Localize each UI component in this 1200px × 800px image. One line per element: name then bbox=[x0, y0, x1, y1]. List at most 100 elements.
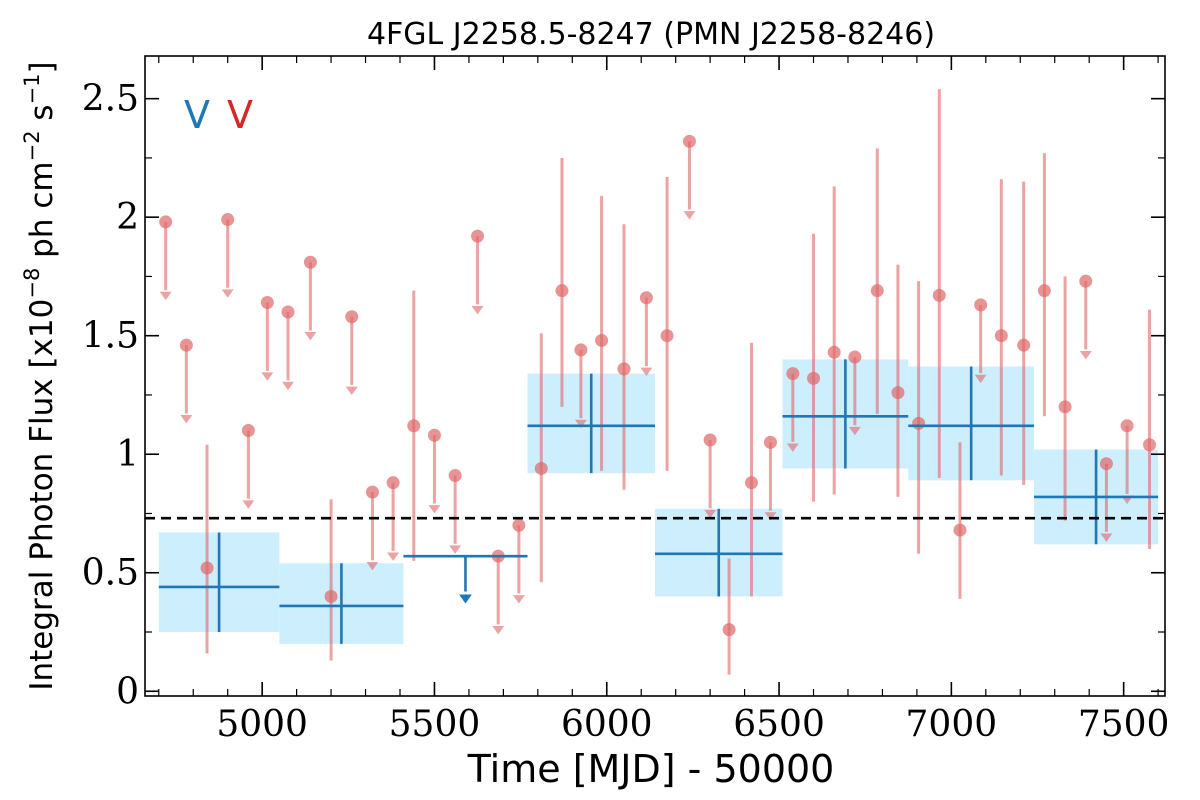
short-bin-limit-arrow bbox=[261, 372, 274, 381]
short-bin-limit-arrow bbox=[786, 443, 799, 452]
short-bin-point bbox=[512, 518, 526, 532]
y-tick-label: 0.5 bbox=[82, 553, 139, 594]
short-bin-point bbox=[617, 362, 631, 376]
short-bin-point bbox=[703, 433, 717, 447]
short-bin-point bbox=[1120, 419, 1134, 433]
short-bin-point bbox=[1017, 338, 1031, 352]
short-bin-limit-arrow bbox=[366, 561, 379, 571]
x-tick-label: 5000 bbox=[216, 704, 308, 745]
short-bin-limit-arrow bbox=[512, 595, 525, 604]
x-axis-label: Time [MJD] - 50000 bbox=[467, 747, 835, 791]
short-bin-limit-arrow bbox=[345, 386, 358, 395]
y-label-part: ph cm bbox=[24, 161, 60, 267]
chart-marks bbox=[145, 89, 1165, 675]
short-bin-limit-arrow bbox=[492, 625, 505, 635]
short-bin-limit-arrow bbox=[304, 332, 317, 341]
short-bin-point bbox=[448, 469, 462, 483]
short-bin-point bbox=[386, 476, 400, 490]
short-bin-limit-arrow bbox=[471, 305, 484, 315]
short-bin-point bbox=[891, 386, 905, 400]
short-bin-point bbox=[660, 329, 674, 343]
short-bin-point bbox=[595, 333, 609, 347]
axis-ticks: 5000 5500 6000 6500 7000 7500 0 0.5 1 1.5 2 2.5 bbox=[82, 56, 1170, 745]
short-bin-point bbox=[827, 345, 841, 359]
short-bin-point bbox=[1037, 284, 1051, 298]
x-tick-label: 7000 bbox=[906, 704, 998, 745]
short-bin-point bbox=[1142, 438, 1156, 452]
short-bin-point bbox=[345, 310, 359, 324]
short-bin-point bbox=[848, 350, 862, 364]
short-bin-point bbox=[932, 288, 946, 302]
short-bin-point bbox=[744, 476, 758, 490]
short-bin-limit-arrow bbox=[683, 211, 696, 220]
short-bin-point bbox=[763, 435, 777, 449]
short-bin-point bbox=[994, 329, 1008, 343]
y-label-exponent: −2 bbox=[20, 130, 44, 161]
y-tick-label: 0 bbox=[116, 671, 139, 712]
short-bin-point bbox=[682, 134, 696, 148]
short-bin-point bbox=[281, 305, 295, 319]
long-bin-limit-arrow bbox=[459, 594, 472, 604]
short-bin-limit-arrow bbox=[159, 291, 172, 301]
short-bin-point bbox=[221, 213, 235, 227]
short-bin-point bbox=[722, 623, 736, 637]
short-bin-point bbox=[786, 367, 800, 381]
short-bin-point bbox=[324, 589, 338, 603]
short-bin-point bbox=[912, 416, 926, 430]
short-bin-limit-arrow bbox=[848, 426, 861, 436]
short-bin-point bbox=[365, 485, 379, 499]
x-tick-label: 6000 bbox=[561, 704, 653, 745]
y-label-exponent: −8 bbox=[20, 268, 44, 299]
y-axis-label: Integral Photon Flux [x10−8 ph cm−2 s−1] bbox=[20, 61, 60, 690]
x-tick-label: 5500 bbox=[389, 704, 481, 745]
short-bin-point bbox=[200, 561, 214, 575]
short-bin-point bbox=[1058, 400, 1072, 414]
short-bin-limit-arrow bbox=[180, 415, 193, 424]
short-bin-point bbox=[639, 291, 653, 305]
short-bin-point bbox=[574, 343, 588, 357]
short-bin-limit-arrow bbox=[764, 512, 777, 521]
short-bin-point bbox=[303, 255, 317, 269]
short-bin-point bbox=[534, 461, 548, 475]
short-bin-limit-arrow bbox=[428, 505, 441, 514]
y-tick-label: 2.5 bbox=[82, 79, 139, 120]
short-bin-point bbox=[953, 523, 967, 537]
short-bin-limit-arrow bbox=[449, 545, 462, 554]
short-bin-point bbox=[471, 229, 485, 243]
y-tick-label: 2 bbox=[116, 197, 139, 238]
short-bin-limit-arrow bbox=[974, 374, 987, 384]
legend-entry-2: V bbox=[227, 93, 253, 137]
short-bin-point bbox=[179, 338, 193, 352]
short-bin-point bbox=[807, 371, 821, 385]
x-tick-label: 7500 bbox=[1078, 704, 1170, 745]
short-bin-point bbox=[241, 424, 255, 438]
legend: V V bbox=[184, 93, 253, 137]
short-bin-point bbox=[159, 215, 173, 229]
short-bin-limit-arrow bbox=[574, 419, 587, 429]
short-bin-point bbox=[974, 298, 988, 312]
y-label-exponent: −1 bbox=[20, 73, 44, 104]
y-tick-label: 1.5 bbox=[82, 316, 139, 357]
y-tick-label: 1 bbox=[116, 434, 139, 475]
y-label-part: ] bbox=[24, 61, 60, 73]
short-bin-point bbox=[1079, 274, 1093, 288]
y-label-part: Integral Photon Flux [x10 bbox=[24, 299, 60, 691]
plot-frame bbox=[144, 55, 1166, 697]
short-bin-point bbox=[407, 419, 421, 433]
short-bin-point bbox=[1099, 457, 1113, 471]
chart-title: 4FGL J2258.5-8247 (PMN J2258-8246) bbox=[367, 17, 935, 52]
y-label-part: s bbox=[24, 104, 60, 130]
short-bin-point bbox=[555, 284, 569, 298]
short-bin-limit-arrow bbox=[1079, 351, 1092, 360]
x-tick-label: 6500 bbox=[733, 704, 825, 745]
short-bin-limit-arrow bbox=[640, 367, 653, 376]
legend-entry-1: V bbox=[184, 93, 210, 137]
short-bin-limit-arrow bbox=[242, 500, 255, 509]
short-bin-limit-arrow bbox=[282, 381, 294, 391]
short-bin-point bbox=[260, 296, 274, 310]
short-bin-limit-arrow bbox=[1100, 533, 1113, 542]
short-bin-limit-arrow bbox=[221, 289, 234, 298]
short-bin-point bbox=[427, 428, 441, 442]
short-bin-limit-arrow bbox=[704, 509, 717, 519]
